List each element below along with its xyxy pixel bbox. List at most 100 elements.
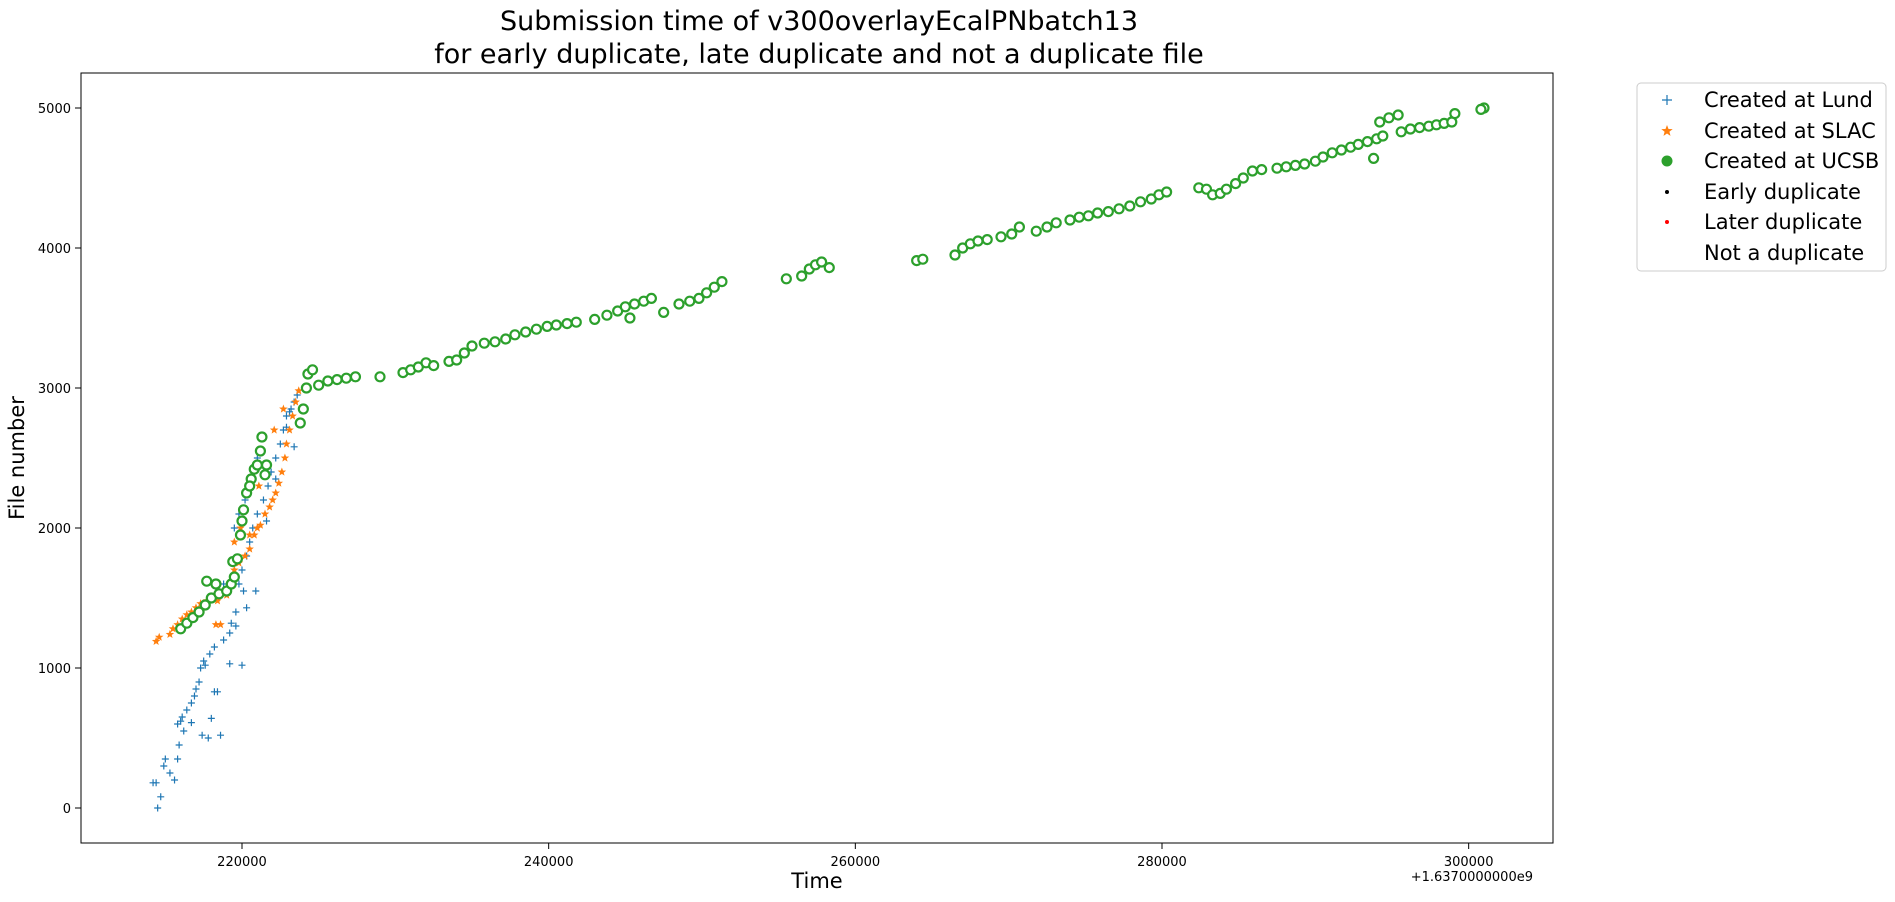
lund-point (259, 496, 267, 504)
y-axis-ticks: 0 1000 2000 3000 4000 5000 (38, 102, 81, 817)
ucsb-point (624, 312, 636, 324)
ucsb-point (340, 372, 352, 384)
ucsb-point (1413, 121, 1426, 134)
slac-point (288, 411, 297, 420)
slac-point (256, 520, 265, 529)
ucsb-point (1030, 225, 1042, 237)
y-tick-label: 2000 (38, 522, 71, 537)
lund-point (160, 762, 168, 770)
legend-frame (1636, 82, 1887, 272)
lund-point (183, 706, 191, 714)
lund-point (226, 629, 234, 637)
x-axis-ticks: 220000 240000 260000 280000 300000 (217, 843, 1493, 870)
lund-point (243, 604, 251, 612)
ucsb-point (550, 319, 562, 331)
ucsb-point (451, 354, 463, 366)
ucsb-point (589, 313, 601, 325)
lund-point (207, 714, 215, 722)
lund-point (286, 408, 294, 416)
lund-point (175, 741, 183, 749)
slac-point (245, 530, 254, 539)
lund-point (204, 734, 212, 742)
ucsb-point (1361, 136, 1374, 148)
ucsb-point (1050, 217, 1062, 229)
lund-point (272, 454, 280, 462)
slac-point (236, 523, 245, 532)
ucsb-point (1289, 159, 1302, 171)
lund-point (166, 769, 174, 777)
ucsb-point (1102, 206, 1114, 218)
ucsb-point (1160, 186, 1173, 198)
ucsb-point (823, 262, 835, 274)
ucsb-point (428, 360, 440, 372)
lund-point (227, 619, 235, 627)
lund-point (201, 661, 209, 669)
ucsb-point (236, 515, 248, 527)
legend-marker (1665, 190, 1669, 194)
ucsb-point (645, 292, 658, 304)
x-tick-label: 240000 (524, 855, 574, 870)
ucsb-point (619, 301, 631, 313)
ucsb-point (796, 270, 808, 282)
ucsb-point (1280, 161, 1292, 173)
y-tick-label: 0 (63, 802, 71, 817)
lund-point (240, 587, 248, 595)
ucsb-point (995, 231, 1007, 243)
ucsb-point (981, 234, 993, 246)
legend-marker (1661, 125, 1673, 136)
slac-point (177, 614, 187, 623)
slac-point (165, 629, 175, 638)
ucsb-point (1374, 116, 1386, 128)
legend-label-early-duplicate: Early duplicate (1704, 180, 1861, 204)
x-tick-label: 220000 (217, 855, 267, 870)
ucsb-point (374, 371, 386, 383)
ucsb-point (1064, 214, 1076, 226)
chart-title-line-1: Submission time of v300overlayEcalPNbatc… (500, 6, 1138, 37)
ucsb-point (1237, 172, 1249, 184)
ucsb-point (244, 480, 256, 492)
ucsb-point (780, 273, 792, 285)
lund-point (213, 688, 221, 696)
lund-point (263, 517, 271, 525)
ucsb-point (1256, 164, 1268, 176)
ucsb-point (300, 382, 312, 394)
lund-point (246, 538, 254, 546)
ucsb-point (193, 606, 205, 618)
y-axis-label: File number (5, 396, 29, 520)
slac-point (274, 478, 284, 487)
ucsb-point (673, 298, 685, 310)
slac-point (245, 544, 254, 553)
legend-label-lund: Created at Lund (1704, 88, 1873, 112)
ucsb-point (294, 417, 306, 429)
lund-point (161, 755, 169, 763)
ucsb-point (500, 333, 512, 345)
lund-point (174, 755, 182, 763)
lund-point (230, 524, 238, 532)
ucsb-point (466, 340, 478, 352)
lund-point (171, 776, 179, 784)
lund-point (187, 699, 195, 707)
ucsb-point (1326, 147, 1338, 159)
ucsb-point (251, 459, 263, 471)
lund-point (276, 440, 284, 448)
ucsb-point (1404, 123, 1417, 135)
lund-point (226, 660, 234, 668)
ucsb-point (917, 253, 929, 265)
lund-point (206, 650, 214, 658)
slac-point (154, 632, 164, 641)
ucsb-point (478, 337, 490, 349)
slac-point (254, 481, 264, 490)
slac-point (280, 453, 290, 462)
ucsb-point (1271, 162, 1283, 174)
ucsb-point (489, 336, 501, 348)
x-tick-label: 280000 (1137, 855, 1187, 870)
slac-point (213, 596, 222, 605)
lund-point (190, 692, 198, 700)
ucsb-point (1006, 228, 1018, 240)
ucsb-point (561, 318, 573, 330)
ucsb-point (331, 374, 343, 386)
x-tick-label: 300000 (1444, 855, 1494, 870)
lund-point (195, 678, 203, 686)
lund-point (180, 727, 188, 735)
slac-point (253, 523, 262, 532)
